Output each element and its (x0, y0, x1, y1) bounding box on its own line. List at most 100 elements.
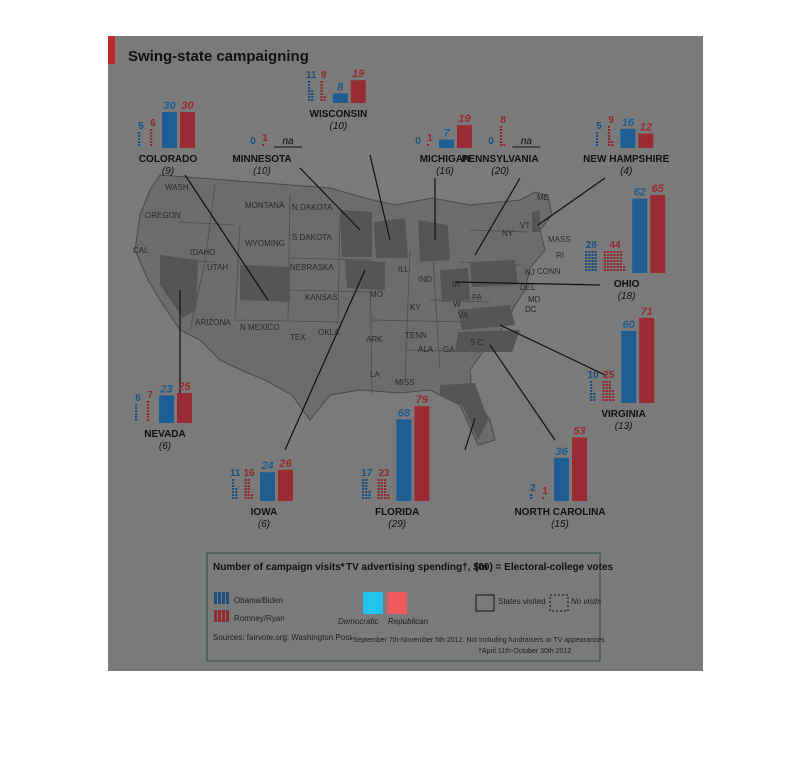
ohio-romney-visit-7 (607, 269, 610, 271)
colorado-romney-visit-3 (150, 135, 153, 137)
virginia-romney-visit-8 (605, 396, 608, 398)
iowa-obama-visit-0 (232, 497, 235, 499)
nevada-obama-visit-2 (135, 413, 138, 415)
nevada-obama-visit-3 (135, 410, 138, 412)
michigan-dem-tv-label: 7 (443, 128, 450, 140)
nevada-romney-visit-2 (147, 413, 150, 415)
ohio-romney-visit-9 (607, 263, 610, 265)
map-label-15: MO (370, 290, 383, 299)
ohio-obama-visit-4 (585, 257, 588, 259)
iowa-rep-tv-label: 26 (278, 458, 292, 470)
virginia-romney-visit-15 (608, 396, 611, 398)
florida-romney-visit-20 (384, 479, 387, 481)
florida-obama-visit-1 (362, 494, 365, 496)
florida-obama-visit-11 (365, 485, 368, 487)
colorado-romney-visit-5 (150, 129, 153, 131)
pennsylvania-ev: (20) (491, 166, 509, 177)
map-label-20: LA (370, 370, 380, 379)
legend-rep-swatch (387, 592, 407, 614)
virginia-romney-visit-7 (605, 399, 608, 401)
florida-romney-visit-7 (380, 497, 383, 499)
legend-note1: *September 7th-November 5th 2012. Not in… (350, 637, 605, 644)
map-label-23: GA (443, 345, 455, 354)
nevada-obama-visit-5 (135, 404, 138, 406)
iowa-romney-visit-2 (244, 491, 247, 493)
north-carolina-dem-tv-label: 36 (555, 446, 568, 458)
new-hampshire-obama-visit-4 (596, 132, 599, 134)
map-label-8: S DAKOTA (292, 233, 333, 242)
ohio-obama-visit-24 (594, 260, 597, 262)
florida-romney-visit-11 (380, 485, 383, 487)
ohio-romney-visit-19 (610, 254, 613, 256)
pennsylvania-romney-visit-6 (500, 126, 503, 128)
chart-title: Swing-state campaigning (128, 48, 309, 65)
ohio-obama-visit-23 (594, 263, 597, 265)
legend-obama-swatch-0 (214, 592, 217, 604)
ohio-dem-tv-label: 62 (634, 187, 646, 199)
iowa-romney-visit-9 (247, 491, 250, 493)
legend-no-visits: No visits (571, 597, 601, 606)
iowa-obama-visit-9 (235, 491, 238, 493)
iowa-romney-visit-8 (247, 494, 250, 496)
state-iowa (345, 260, 385, 290)
wisconsin-romney-visit-7 (323, 99, 326, 101)
florida-obama-visit-5 (362, 482, 365, 484)
state-florida: 17 23 68 79 FLORIDA(29) (361, 394, 430, 530)
ohio-romney-visits-label: 44 (609, 240, 621, 251)
ohio-romney-visit-40 (619, 254, 622, 256)
ohio-obama-visit-13 (588, 251, 591, 253)
nevada-romney-visit-3 (147, 410, 150, 412)
virginia-romney-visit-24 (612, 390, 615, 392)
florida-obama-visit-13 (365, 479, 368, 481)
map-label-9: NEBRASKA (290, 263, 334, 272)
virginia-romney-visit-4 (602, 387, 605, 389)
virginia-romney-visit-6 (602, 381, 605, 383)
florida-romney-visit-19 (384, 482, 387, 484)
florida-obama-visit-2 (362, 491, 365, 493)
ohio-romney-visit-37 (619, 263, 622, 265)
wisconsin-romney-visit-5 (320, 84, 323, 86)
map-label-0: WASH (165, 183, 189, 192)
legend-romney-swatch-0 (214, 610, 217, 622)
ohio-obama-visit-10 (588, 260, 591, 262)
michigan-dem-tv-bar (439, 139, 454, 148)
virginia-romney-visit-1 (602, 396, 605, 398)
minnesota-tv-na-label: na (282, 136, 294, 147)
wisconsin-obama-visit-3 (308, 90, 311, 92)
iowa-rep-tv-bar (278, 469, 293, 501)
wisconsin-romney-visit-8 (323, 96, 326, 98)
wisconsin-dem-tv-bar (332, 93, 348, 103)
florida-obama-visit-0 (362, 497, 365, 499)
legend-note2: †April 11th-October 30th 2012 (478, 648, 571, 655)
florida-romney-visit-16 (384, 491, 387, 493)
florida-dem-tv-bar (396, 419, 412, 501)
minnesota-obama-visits-label: 0 (250, 136, 256, 147)
ohio-ev: (18) (618, 291, 636, 302)
legend-ev-title: (00) = Electoral-college votes (475, 562, 614, 573)
north-carolina-name: NORTH CAROLINA (514, 507, 605, 518)
new-hampshire-romney-visit-5 (608, 129, 611, 131)
pennsylvania-romney-visit-4 (500, 132, 503, 134)
florida-rep-tv-label: 79 (416, 394, 429, 406)
ohio-romney-visit-22 (613, 266, 616, 268)
ohio-romney-visit-25 (613, 257, 616, 259)
virginia-obama-visit-1 (590, 396, 593, 398)
iowa-romney-visit-4 (244, 485, 247, 487)
ohio-romney-visit-11 (607, 257, 610, 259)
map-label-25: KY (410, 303, 421, 312)
new-hampshire-name: NEW HAMPSHIRE (583, 154, 669, 165)
north-carolina-rep-tv-bar (572, 437, 587, 501)
colorado-rep-tv-label: 30 (181, 100, 194, 112)
map-label-19: TENN (405, 331, 427, 340)
state-pennsylvania: 08 na PENNSYLVANIA(20) (462, 115, 541, 177)
virginia-romney-visit-18 (608, 387, 611, 389)
wisconsin-obama-visit-1 (308, 96, 311, 98)
legend-visited-box (475, 594, 495, 612)
virginia-ev: (13) (615, 421, 633, 432)
nevada-obama-visits-label: 6 (135, 393, 141, 404)
wisconsin-romney-visits-label: 9 (321, 70, 327, 81)
new-hampshire-romney-visit-1 (608, 141, 611, 143)
colorado-name: COLORADO (139, 154, 198, 165)
colorado-obama-visit-4 (138, 132, 141, 134)
nevada-romney-visit-4 (147, 407, 150, 409)
